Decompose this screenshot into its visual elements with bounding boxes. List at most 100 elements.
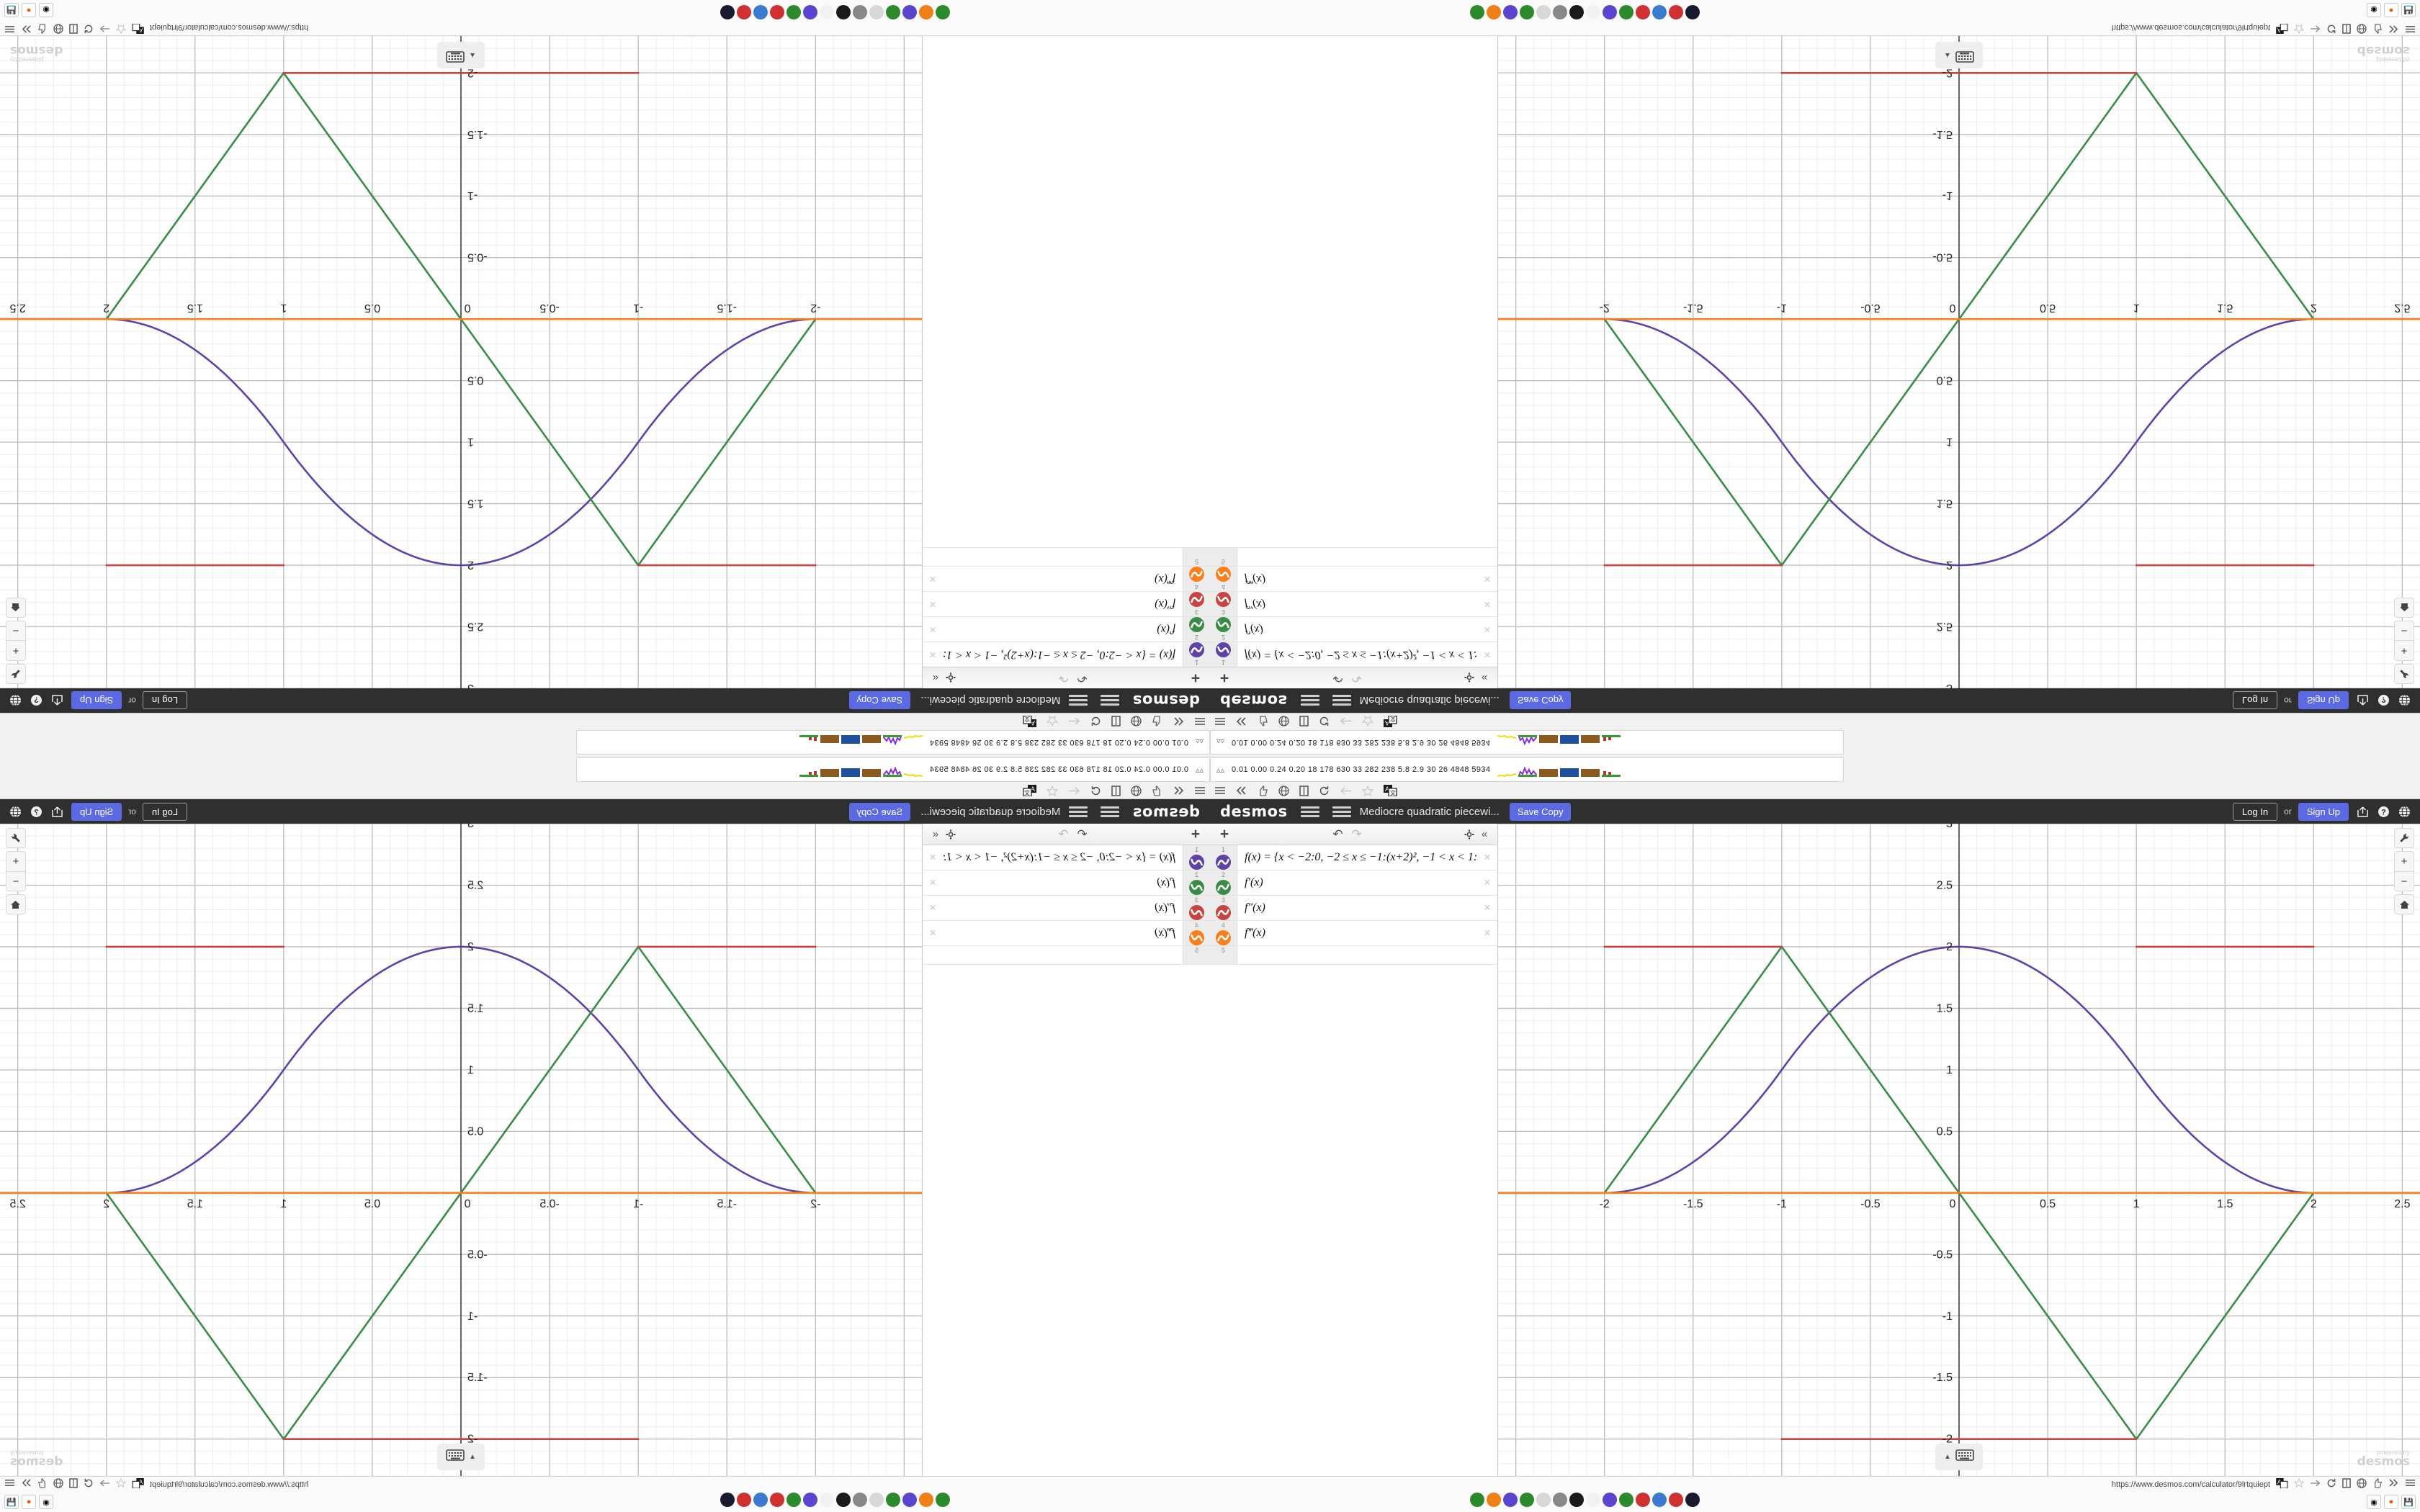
ext-icon-13[interactable]: [737, 1493, 751, 1507]
expression-math[interactable]: [1237, 946, 1477, 964]
delete-expression-icon[interactable]: [1477, 548, 1497, 566]
graph-list-icon[interactable]: [1069, 806, 1088, 817]
collapse-stats-icon[interactable]: ▵▵: [1216, 737, 1225, 747]
expression-math[interactable]: f″(x): [1245, 901, 1265, 914]
expression-math[interactable]: f″(x): [1245, 598, 1265, 611]
ext-icon-12[interactable]: [1652, 1493, 1667, 1507]
ext-icon-14[interactable]: [720, 5, 735, 19]
wrench-icon[interactable]: [6, 664, 26, 684]
menu-icon-2[interactable]: [2405, 21, 2416, 34]
expression-math[interactable]: [943, 548, 1183, 566]
expression-row[interactable]: 2 f′(x) ×: [923, 616, 1210, 642]
compass-icon[interactable]: ◉: [39, 3, 53, 17]
reader-mode-icon-2[interactable]: [69, 21, 78, 35]
wrench-icon[interactable]: [2394, 828, 2414, 848]
ext-icon-cc[interactable]: [869, 5, 884, 19]
expression-row[interactable]: 5: [923, 547, 1210, 566]
ext-icon-4[interactable]: [886, 5, 900, 19]
reload-icon-2[interactable]: [84, 1478, 94, 1492]
help-icon[interactable]: ?: [30, 693, 44, 708]
delete-expression-icon[interactable]: [923, 946, 943, 964]
share-icon[interactable]: [50, 693, 65, 708]
expression-math[interactable]: f‴(x): [1245, 573, 1265, 585]
share-icon[interactable]: [2355, 693, 2370, 708]
login-button[interactable]: Log In: [142, 802, 188, 821]
home-icon[interactable]: [6, 894, 26, 914]
ext-icon-8[interactable]: [820, 1493, 834, 1507]
expression-math[interactable]: f‴(x): [1155, 573, 1175, 585]
delete-expression-icon[interactable]: ×: [929, 876, 936, 889]
curve-color-swatch-icon[interactable]: [1216, 880, 1231, 895]
curve-color-swatch-icon[interactable]: [1216, 930, 1231, 945]
reload-icon[interactable]: [1319, 716, 1330, 727]
chevrons-left-icon[interactable]: [1173, 716, 1184, 726]
forward-arrow-icon[interactable]: [99, 21, 110, 34]
reload-icon[interactable]: [1090, 716, 1101, 727]
expression-math[interactable]: f′(x): [1157, 876, 1175, 888]
globe-icon-2[interactable]: [53, 21, 63, 35]
chevrons-right-icon[interactable]: [21, 21, 32, 34]
expression-row[interactable]: 1 f(x) = {x < −2:0, −2 ≤ x ≤ −1:(x+2)², −…: [1210, 642, 1497, 667]
keypad-toggle[interactable]: ▲: [1935, 1444, 1983, 1470]
star-icon-2[interactable]: [2293, 21, 2305, 35]
back-arrow-icon[interactable]: [1068, 786, 1080, 796]
menu-icon[interactable]: [1214, 716, 1226, 726]
graph-title[interactable]: Mediocre quadratic piecewi...: [1359, 694, 1500, 707]
chevrons-left-icon[interactable]: [1236, 716, 1247, 726]
language-globe-icon[interactable]: [9, 693, 23, 708]
ext-icon-1[interactable]: [936, 1493, 950, 1507]
expression-row[interactable]: 4 f‴(x) ×: [1210, 566, 1497, 591]
ext-icon-vk[interactable]: [1603, 5, 1617, 19]
ext-icon-7[interactable]: [836, 1493, 851, 1507]
ext-icon-13[interactable]: [1669, 5, 1683, 19]
zoom-in-button[interactable]: +: [2394, 851, 2414, 871]
reader-mode-icon[interactable]: [1111, 785, 1121, 796]
graph-list-icon[interactable]: [1069, 695, 1088, 706]
keypad-toggle[interactable]: ▲: [1935, 42, 1983, 68]
ext-icon-8[interactable]: [1586, 1493, 1600, 1507]
main-menu-icon[interactable]: [1300, 695, 1319, 706]
chevrons-right-icon[interactable]: [21, 1478, 32, 1491]
back-arrow-icon[interactable]: [1068, 717, 1080, 726]
menu-icon-2[interactable]: [4, 1478, 15, 1491]
ext-icon-2[interactable]: [919, 5, 933, 19]
collapse-stats-icon[interactable]: ▵▵: [1195, 737, 1204, 747]
reload-icon-2[interactable]: [84, 21, 94, 35]
thumbs-up-icon[interactable]: [1258, 785, 1268, 796]
gear-icon[interactable]: [943, 829, 959, 840]
graph-title[interactable]: Mediocre quadratic piecewi...: [1359, 805, 1500, 818]
gear-icon[interactable]: [1461, 829, 1477, 840]
home-icon[interactable]: [2394, 894, 2414, 914]
thumbs-up-icon-2[interactable]: [37, 1477, 48, 1492]
wrench-icon[interactable]: [6, 828, 26, 848]
ext-icon-10[interactable]: [1619, 1493, 1634, 1507]
expression-math[interactable]: f(x) = {x < −2:0, −2 ≤ x ≤ −1:(x+2)², −1…: [1245, 649, 1477, 661]
expression-math[interactable]: f(x) = {x < −2:0, −2 ≤ x ≤ −1:(x+2)², −1…: [943, 851, 1175, 863]
thumbs-up-icon-2[interactable]: [2372, 1477, 2383, 1492]
desmos-logo[interactable]: desmos: [1220, 803, 1288, 820]
delete-expression-icon[interactable]: ×: [929, 648, 936, 662]
delete-expression-icon[interactable]: ×: [1484, 926, 1491, 940]
ext-icon-vk[interactable]: [1603, 1493, 1617, 1507]
curve-color-swatch-icon[interactable]: [1216, 855, 1231, 870]
back-arrow-icon[interactable]: [1340, 786, 1352, 796]
graph-title[interactable]: Mediocre quadratic piecewi...: [920, 694, 1061, 707]
menu-icon[interactable]: [1194, 716, 1206, 726]
delete-expression-icon[interactable]: ×: [1484, 598, 1491, 611]
reader-mode-icon[interactable]: [1299, 785, 1309, 796]
url-text[interactable]: https://www.desmos.com/calculator/9lrtqu…: [150, 23, 309, 32]
graph-canvas[interactable]: -2 -1.5 -1 -0.5 0.5 1 1.5 2 2.5 0 -2 -1.5 -1 -0.5 0.5 1…: [1498, 36, 2420, 688]
keypad-toggle[interactable]: ▲: [437, 1444, 485, 1470]
firefox-icon[interactable]: ●: [22, 3, 36, 17]
delete-expression-icon[interactable]: ×: [1484, 850, 1491, 864]
expression-row[interactable]: 1 f(x) = {x < −2:0, −2 ≤ x ≤ −1:(x+2)², −…: [1210, 845, 1497, 870]
expression-row[interactable]: 3 f″(x) ×: [923, 896, 1210, 921]
save-copy-button[interactable]: Save Copy: [848, 691, 911, 710]
expression-row[interactable]: 3 f″(x) ×: [1210, 896, 1497, 921]
ext-icon-6[interactable]: [1553, 5, 1567, 19]
signup-button[interactable]: Sign Up: [71, 802, 122, 821]
globe-icon-2[interactable]: [2357, 1477, 2367, 1492]
ext-icon-2[interactable]: [1487, 1493, 1501, 1507]
signup-button[interactable]: Sign Up: [2298, 691, 2349, 710]
